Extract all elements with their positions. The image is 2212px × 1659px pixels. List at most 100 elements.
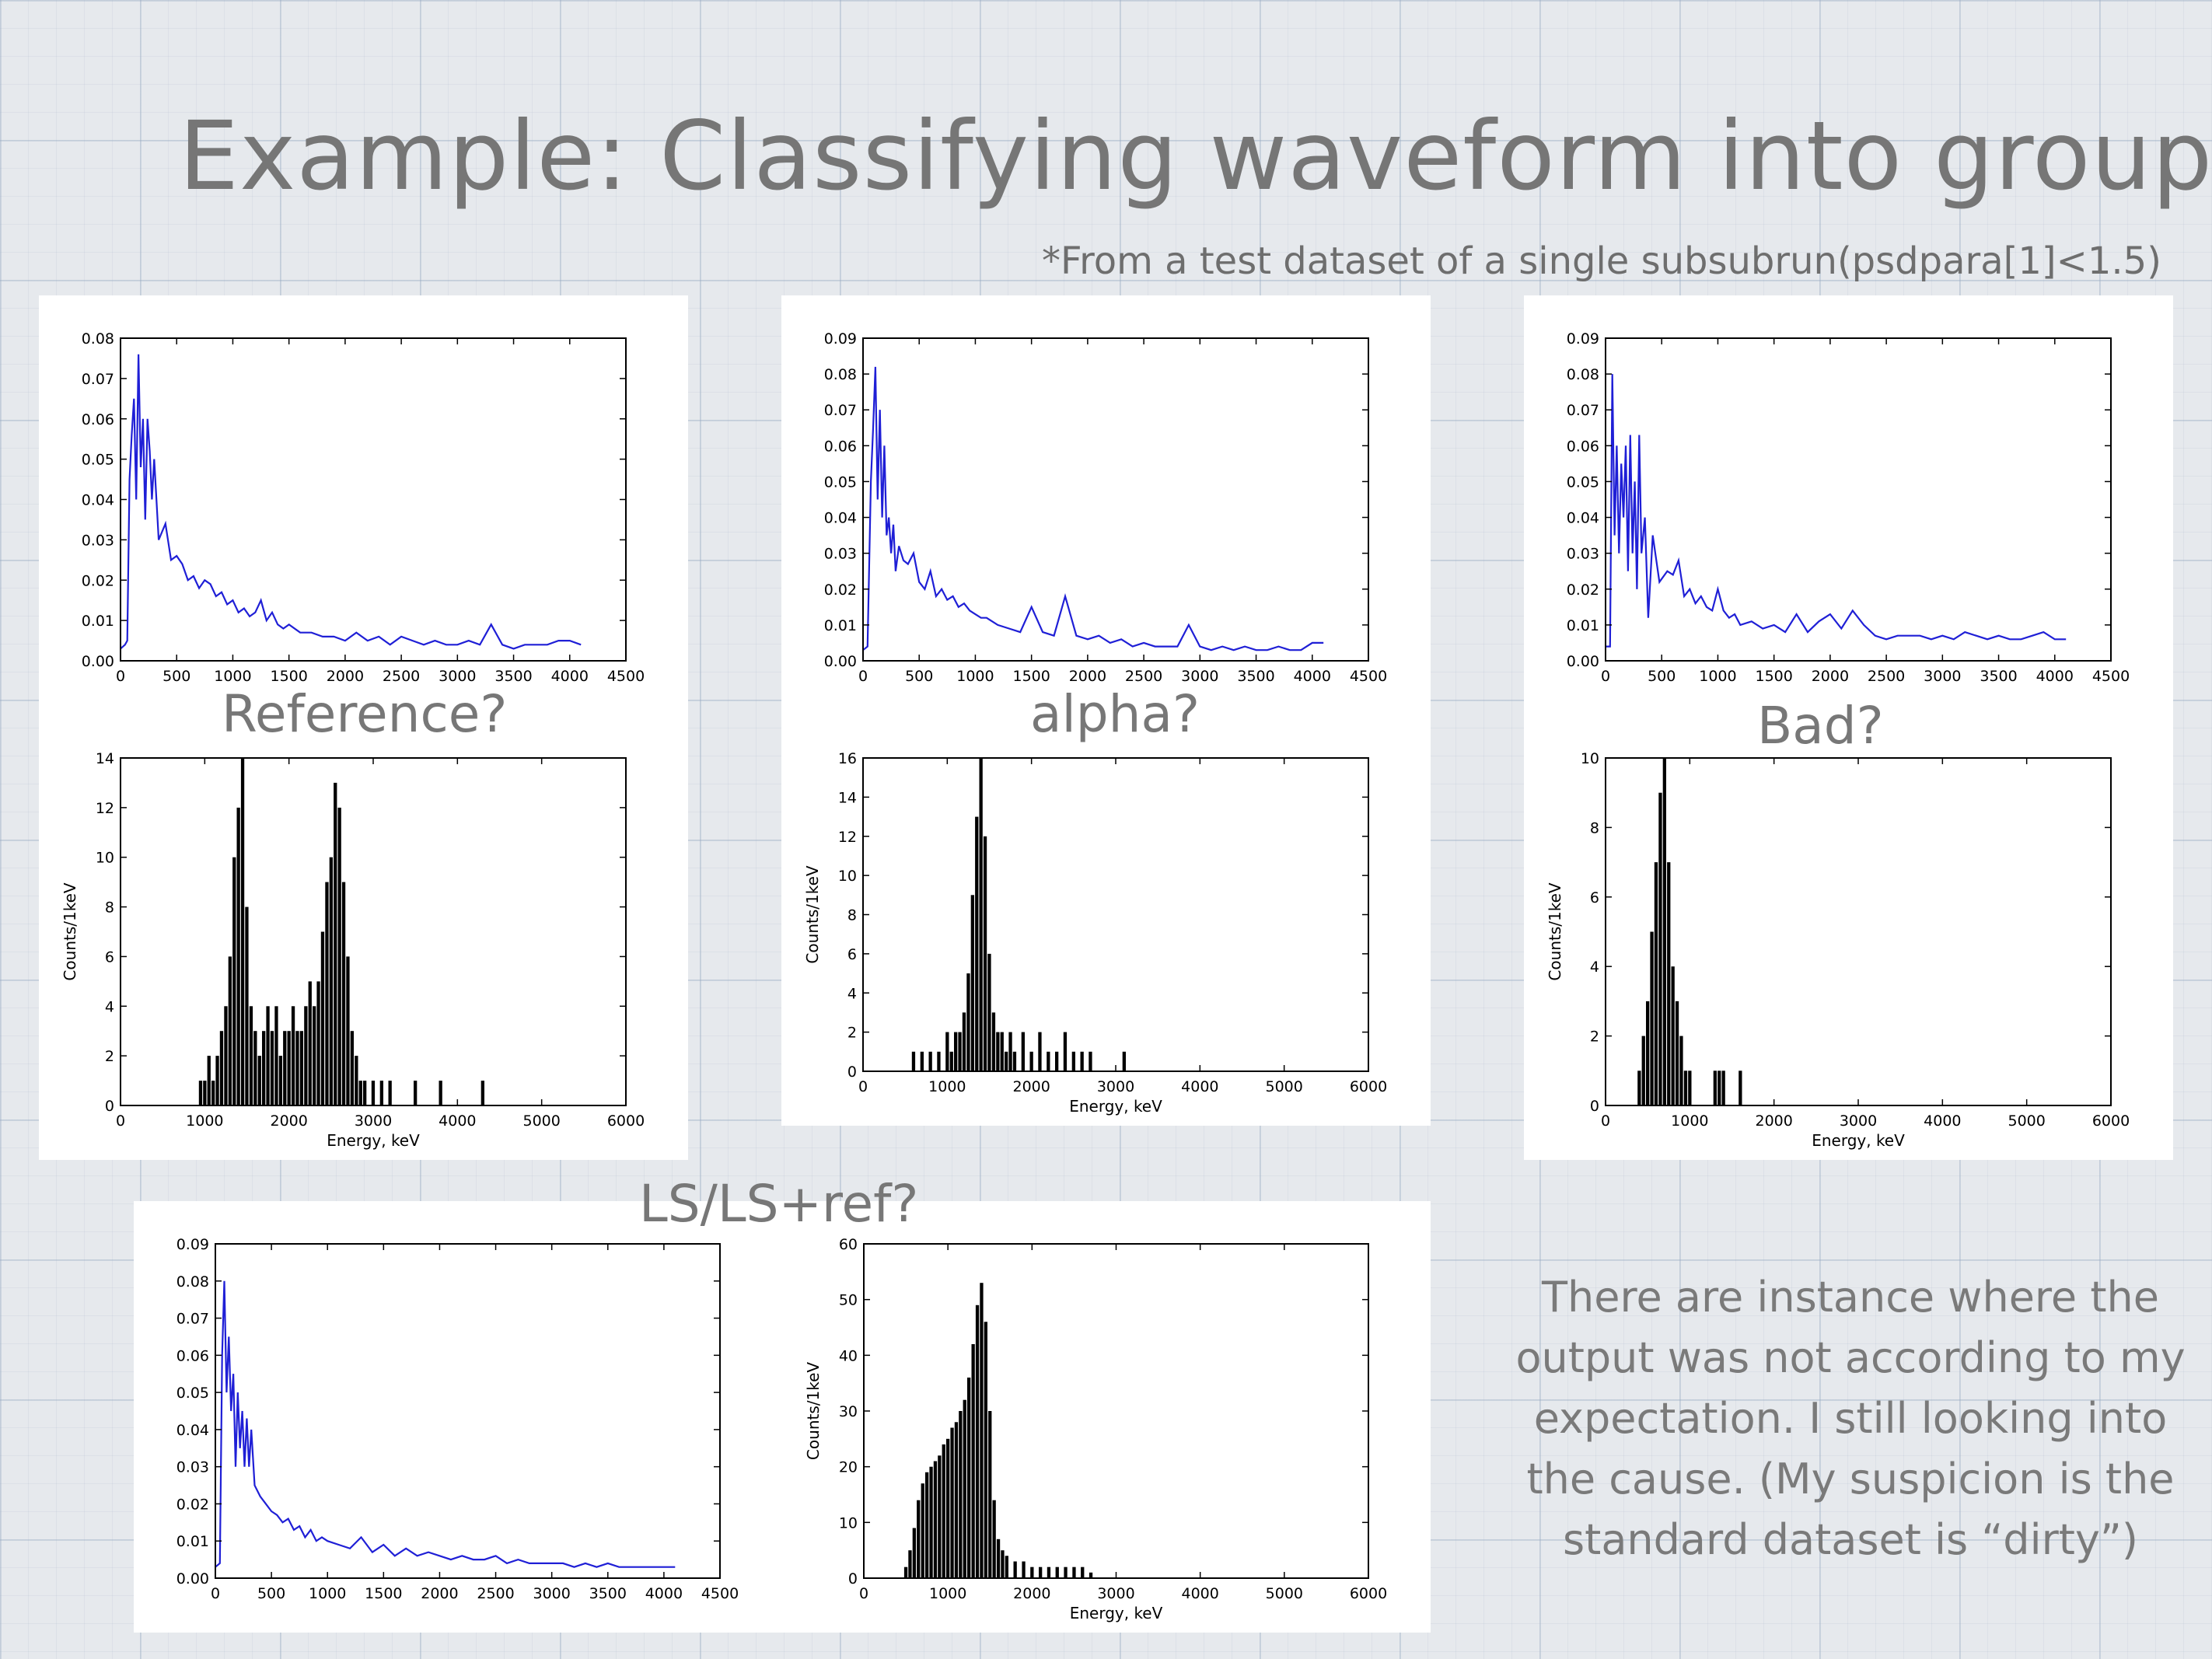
histogram-bar bbox=[1646, 1001, 1650, 1105]
x-tick-label: 4000 bbox=[1924, 1112, 1961, 1130]
histogram-bar bbox=[1071, 1051, 1075, 1071]
histogram-bar bbox=[299, 1031, 303, 1105]
waveform-line bbox=[215, 1280, 676, 1568]
x-tick-label: 4000 bbox=[2036, 668, 2074, 685]
histogram-bar bbox=[938, 1455, 942, 1578]
histogram-bar bbox=[929, 1466, 933, 1578]
histogram-bar bbox=[911, 1051, 916, 1071]
y-tick-label: 0.09 bbox=[824, 330, 857, 348]
histogram-bar bbox=[262, 1031, 266, 1105]
x-tick-label: 2000 bbox=[1812, 668, 1849, 685]
y-tick-label: 6 bbox=[105, 948, 114, 966]
histogram-bar bbox=[920, 1051, 924, 1071]
histogram-bar bbox=[912, 1528, 916, 1578]
y-tick-label: 0.07 bbox=[1567, 402, 1599, 419]
x-tick-label: 1500 bbox=[1012, 668, 1050, 685]
histogram-bar bbox=[257, 1056, 261, 1105]
histogram-bar bbox=[1679, 1036, 1683, 1105]
histogram-bar bbox=[1055, 1566, 1059, 1578]
y-tick-label: 4 bbox=[1590, 959, 1599, 976]
plot-frame bbox=[862, 757, 1369, 1072]
histogram-bar bbox=[996, 1539, 1001, 1578]
histogram-bar bbox=[1022, 1561, 1026, 1578]
histogram-bar bbox=[379, 1081, 383, 1105]
y-tick-label: 0.05 bbox=[1567, 473, 1599, 491]
x-tick-label: 3000 bbox=[439, 668, 476, 685]
x-tick-label: 3000 bbox=[533, 1585, 570, 1602]
y-tick-label: 10 bbox=[838, 868, 857, 885]
histogram-bar bbox=[334, 782, 337, 1105]
y-tick-label: 14 bbox=[96, 750, 114, 767]
x-tick-label: 3000 bbox=[1924, 668, 1961, 685]
y-tick-label: 0.09 bbox=[1567, 330, 1599, 348]
y-tick-label: 14 bbox=[838, 789, 857, 806]
y-tick-label: 0.06 bbox=[824, 438, 857, 455]
y-tick-label: 0.02 bbox=[176, 1496, 209, 1513]
x-tick-label: 1000 bbox=[186, 1112, 223, 1130]
y-tick-label: 10 bbox=[96, 850, 114, 867]
y-tick-label: 10 bbox=[839, 1514, 858, 1532]
y-tick-label: 0.00 bbox=[176, 1570, 209, 1587]
x-tick-label: 4500 bbox=[607, 668, 645, 685]
histogram-bar bbox=[979, 758, 983, 1071]
histogram-bar bbox=[1005, 1051, 1008, 1071]
y-tick-label: 0.05 bbox=[176, 1385, 209, 1402]
histogram-bar bbox=[1080, 1051, 1084, 1071]
y-tick-label: 0.01 bbox=[824, 617, 857, 634]
ref-waveform-chart: 0 500 1000 1500 2000 2500 3000 3500 4000 4500 0.00… bbox=[82, 330, 645, 685]
histogram-bar bbox=[950, 1427, 954, 1578]
histogram-bar bbox=[203, 1081, 207, 1105]
x-tick-label: 2000 bbox=[1012, 1078, 1050, 1095]
histogram-bar bbox=[287, 1031, 291, 1105]
y-tick-label: 0.03 bbox=[82, 532, 114, 549]
histogram-bar bbox=[320, 931, 325, 1105]
y-tick-label: 8 bbox=[105, 899, 114, 917]
y-tick-label: 0.03 bbox=[1567, 546, 1599, 563]
x-tick-label: 0 bbox=[858, 1078, 868, 1095]
histogram-bar bbox=[291, 1006, 295, 1105]
histogram-bar bbox=[908, 1550, 912, 1578]
histogram-bar bbox=[313, 1006, 316, 1105]
x-tick-label: 4000 bbox=[551, 668, 589, 685]
histogram-bar bbox=[1738, 1070, 1742, 1105]
histogram-bar bbox=[921, 1483, 924, 1578]
alpha-waveform-chart: 0 500 1000 1500 2000 2500 3000 3500 4000 4500 0.00… bbox=[824, 330, 1387, 685]
histogram-bar bbox=[1650, 931, 1654, 1105]
histogram-bar bbox=[1055, 1051, 1059, 1071]
histogram-bar bbox=[928, 1051, 932, 1071]
y-tick-label: 0 bbox=[105, 1098, 114, 1115]
histogram-bar bbox=[308, 981, 312, 1105]
x-tick-label: 500 bbox=[1648, 668, 1676, 685]
waveform-line bbox=[862, 366, 1324, 651]
histogram-bar bbox=[946, 1438, 950, 1578]
y-tick-label: 0 bbox=[847, 1064, 857, 1081]
histogram-bar bbox=[232, 857, 236, 1105]
histogram-bar bbox=[480, 1081, 484, 1105]
y-tick-label: 0.02 bbox=[82, 572, 114, 589]
x-tick-label: 6000 bbox=[1350, 1078, 1387, 1095]
histogram-bar bbox=[987, 953, 991, 1071]
y-tick-label: 30 bbox=[839, 1403, 858, 1420]
group-label-reference: Reference? bbox=[222, 684, 508, 744]
histogram-bar bbox=[274, 1006, 278, 1105]
y-axis-label: Counts/1keV bbox=[803, 865, 822, 963]
histogram-bar bbox=[925, 1472, 929, 1578]
x-tick-label: 3000 bbox=[1181, 668, 1218, 685]
y-axis-label: Counts/1keV bbox=[1546, 882, 1564, 980]
bad-panel: 0 500 1000 1500 2000 2500 3000 3500 4000 4500 0.00… bbox=[1524, 295, 2173, 1160]
y-tick-label: 4 bbox=[847, 985, 857, 1002]
histogram-bar bbox=[942, 1444, 945, 1578]
histogram-bar bbox=[1683, 1070, 1688, 1105]
histogram-bar bbox=[933, 1461, 938, 1578]
histogram-bar bbox=[966, 973, 970, 1071]
x-tick-label: 1000 bbox=[929, 1585, 966, 1602]
x-tick-label: 1000 bbox=[1671, 1112, 1708, 1130]
histogram-bar bbox=[295, 1031, 299, 1105]
waveform-line bbox=[120, 354, 582, 650]
y-tick-label: 0.04 bbox=[176, 1422, 209, 1439]
histogram-bar bbox=[949, 1051, 953, 1071]
y-tick-label: 0.04 bbox=[1567, 510, 1599, 527]
histogram-bar bbox=[1038, 1032, 1042, 1071]
y-tick-label: 12 bbox=[838, 829, 857, 846]
histogram-bar bbox=[1688, 1070, 1692, 1105]
